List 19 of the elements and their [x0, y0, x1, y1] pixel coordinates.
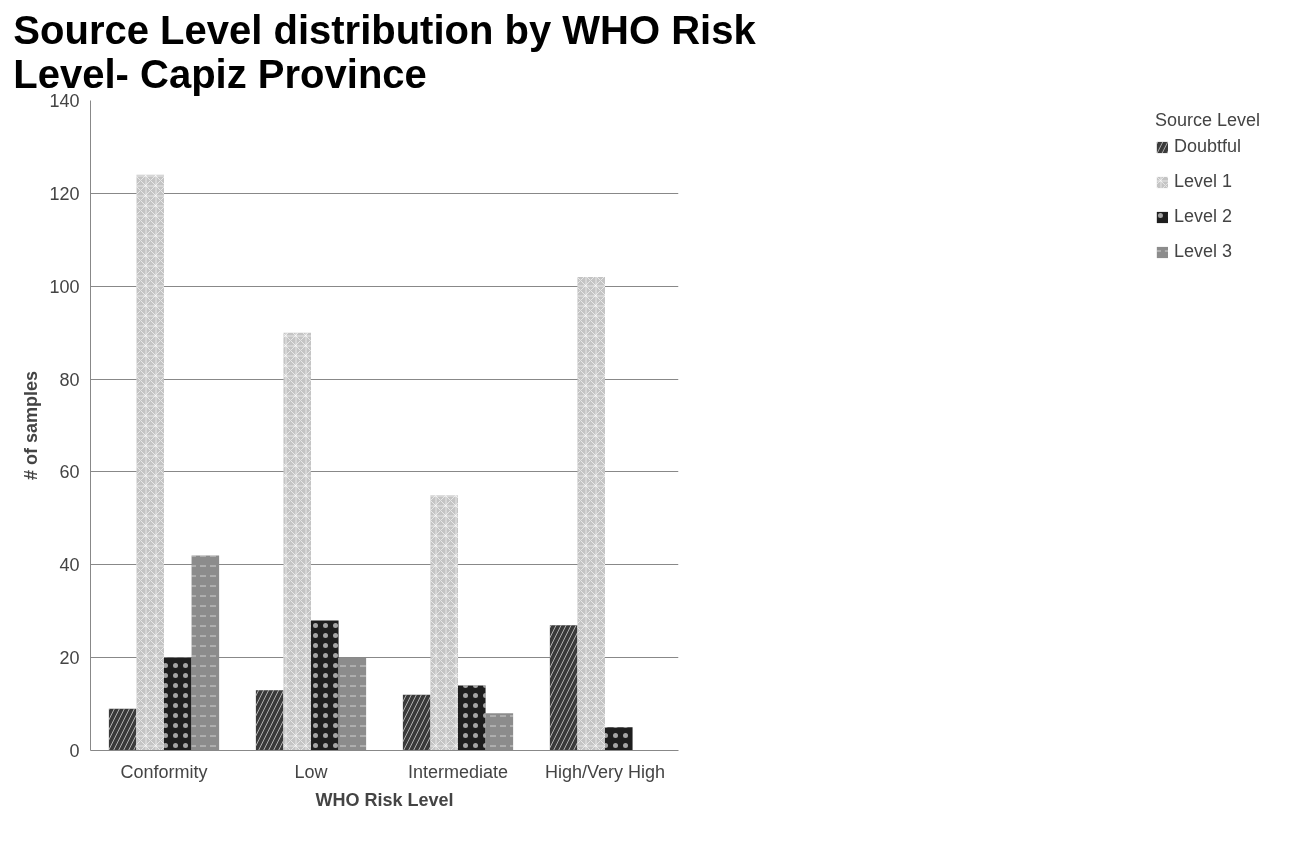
- x-tick-label: Intermediate: [407, 761, 509, 782]
- legend-label: Doubtful: [1173, 136, 1241, 157]
- y-tick-label: 0: [69, 741, 80, 761]
- x-tick-label: High/Very High: [544, 761, 666, 782]
- y-tick-label: 40: [59, 555, 80, 576]
- y-tick-label: 120: [49, 183, 80, 204]
- legend-label: Level 3: [1173, 241, 1232, 262]
- x-axis-title: WHO Risk Level: [315, 789, 454, 810]
- x-tick-label: Conformity: [120, 761, 208, 782]
- y-tick-label: 80: [59, 369, 80, 390]
- y-tick-label: 60: [59, 462, 80, 483]
- legend-title: Source Level: [1154, 110, 1260, 131]
- x-tick-label: Low: [294, 761, 329, 782]
- legend-label: Level 2: [1173, 206, 1232, 227]
- y-tick-label: 20: [59, 648, 80, 669]
- y-tick-label: 140: [49, 91, 80, 111]
- legend-label: Level 1: [1173, 171, 1232, 192]
- y-axis-title: # of samples: [21, 370, 42, 481]
- y-tick-label: 100: [49, 276, 80, 297]
